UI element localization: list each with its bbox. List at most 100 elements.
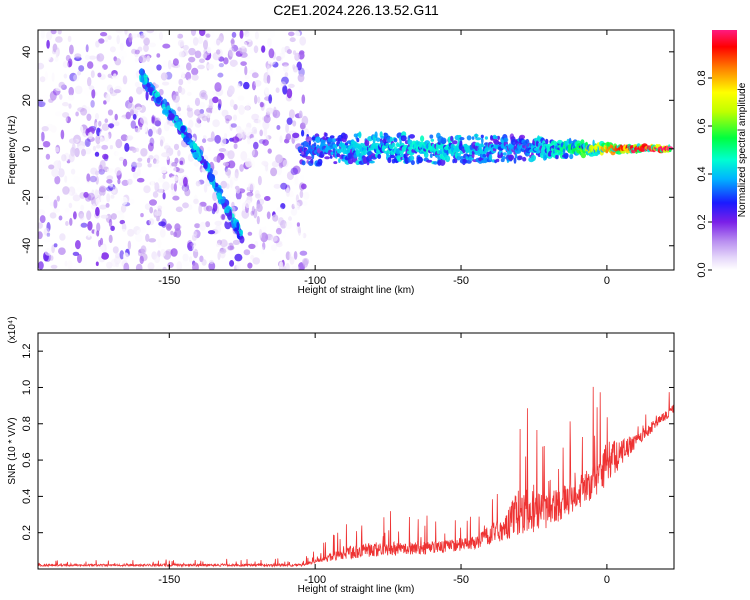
spectrogram-cell <box>117 214 125 221</box>
spectrogram-cell <box>247 231 253 236</box>
spectrogram-cell <box>121 259 128 268</box>
spectrogram-cell <box>281 47 286 55</box>
spectrogram-cell <box>193 198 199 205</box>
spectrogram-cell <box>423 151 429 159</box>
spectrogram-cell <box>237 95 245 101</box>
spectrogram-cell <box>267 68 274 76</box>
spectrogram-cell <box>276 207 284 213</box>
spectrogram-cell <box>118 156 124 162</box>
spectrogram-cell <box>104 118 109 123</box>
spectrogram-cell <box>91 204 97 210</box>
spectrogram-cell <box>195 180 201 187</box>
spectrogram-cell <box>131 161 138 166</box>
spectrogram-cell <box>148 155 154 160</box>
spectrogram-cell <box>122 75 128 85</box>
spectrogram-cell <box>262 139 269 146</box>
spectrogram-cell <box>143 37 150 46</box>
spectrogram-cell <box>284 72 289 78</box>
spectrogram-cell <box>172 195 180 201</box>
spectrogram-cell <box>251 149 259 158</box>
spectrogram-cell <box>257 175 262 186</box>
spectrogram-cell <box>114 113 118 121</box>
spectrogram-cell <box>158 221 166 227</box>
spectrogram-cell <box>62 112 70 118</box>
spectrogram-cell <box>194 223 201 229</box>
spectrogram-cell <box>295 159 300 164</box>
spectrogram-cell <box>192 143 198 150</box>
spectrogram-cell <box>198 204 203 215</box>
spectrogram-cell <box>285 133 292 141</box>
spectrogram-cell <box>124 30 130 37</box>
spectrogram-cell <box>100 195 105 203</box>
spectrogram-cell <box>160 72 168 81</box>
spectrogram-cell <box>286 49 292 55</box>
spectrogram-cell <box>41 126 49 132</box>
spectrogram-cell <box>300 174 305 180</box>
spectrogram-cell <box>293 201 300 208</box>
spectrogram-cell <box>429 153 433 159</box>
spectrogram-cell <box>94 151 100 157</box>
spectrogram-cell <box>199 58 205 64</box>
spectrogram-cell <box>173 143 180 151</box>
spectrogram-cell <box>162 266 167 270</box>
y-tick-label: 0.2 <box>21 525 33 540</box>
spectrogram-cell <box>503 137 509 143</box>
spectrogram-cell <box>140 148 148 157</box>
spectrogram-cell <box>254 94 258 105</box>
spectrogram-cell <box>103 100 107 105</box>
spectrogram-cell <box>272 109 278 118</box>
spectrogram-cell <box>202 138 207 143</box>
spectrogram-cell <box>89 175 97 183</box>
spectrogram-cell <box>99 185 107 193</box>
spectrogram-cell <box>301 160 306 166</box>
spectrogram-cell <box>180 87 186 95</box>
spectrogram-cell <box>285 187 290 198</box>
spectrogram-cell <box>43 195 50 200</box>
spectrogram-cell <box>60 129 65 140</box>
spectrogram-cell <box>270 128 275 135</box>
spectrogram-cell <box>217 72 224 78</box>
spectrogram-cell <box>100 67 105 77</box>
spectrogram-cell <box>391 142 396 147</box>
spectrogram-cell <box>239 229 243 235</box>
spectrogram-cell <box>41 94 50 103</box>
spectrogram-cell <box>347 149 351 153</box>
spectrogram-cell <box>159 206 166 211</box>
spectrogram-cell <box>84 54 90 60</box>
colorbar: 0.0 0.2 0.4 0.6 0.8 Normalized spectral ampl… <box>696 30 748 278</box>
spectrogram-cell <box>149 137 155 147</box>
spectrogram-cell <box>214 186 221 192</box>
spectrogram-cell <box>79 213 85 221</box>
spectrogram-cell <box>67 35 72 43</box>
spectrogram-cell <box>217 103 221 111</box>
spectrogram-cell <box>131 53 135 62</box>
spectrogram-cell <box>207 146 211 152</box>
spectrogram-cell <box>154 159 160 164</box>
spectrogram-cell <box>38 132 42 142</box>
spectrogram-cell <box>54 111 63 117</box>
spectrogram-cell <box>147 163 152 168</box>
spectrogram-cell <box>55 36 63 43</box>
spectrogram-cell <box>565 153 569 158</box>
spectrogram-cell <box>131 166 136 172</box>
spectrogram-cell <box>170 175 179 182</box>
spectrogram-cell <box>140 213 144 218</box>
spectrogram-cell <box>182 44 189 51</box>
spectrogram-cell <box>203 39 208 50</box>
spectrogram-cell <box>205 221 211 228</box>
spectrogram-cell <box>255 193 261 199</box>
spectrogram-cell <box>76 187 83 192</box>
spectrogram-cell <box>114 167 122 176</box>
colorbar-tick-label: 0.4 <box>696 166 708 181</box>
spectrogram-cell <box>296 232 305 239</box>
spectrogram-cell <box>462 158 468 164</box>
spectrogram-cell <box>233 172 239 182</box>
spectrogram-cell <box>67 94 75 101</box>
spectrogram-cell <box>219 199 225 204</box>
spectrogram-cell <box>113 150 119 157</box>
spectrogram-cell <box>97 72 102 78</box>
spectrogram-cell <box>188 56 196 63</box>
spectrogram-cell <box>119 117 126 124</box>
spectrogram-cell <box>124 91 130 96</box>
spectrogram-cell <box>162 43 171 49</box>
